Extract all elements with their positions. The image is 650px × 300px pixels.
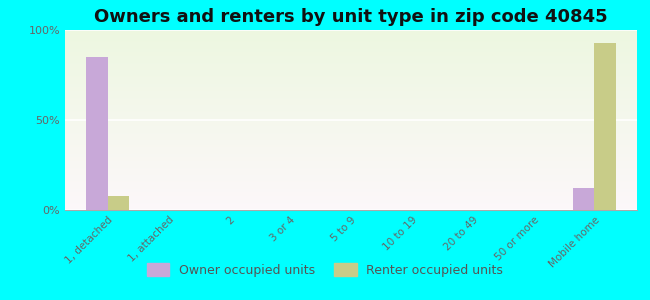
- Legend: Owner occupied units, Renter occupied units: Owner occupied units, Renter occupied un…: [142, 258, 508, 282]
- Title: Owners and renters by unit type in zip code 40845: Owners and renters by unit type in zip c…: [94, 8, 608, 26]
- Bar: [573, 188, 594, 210]
- Bar: [86, 57, 108, 210]
- Bar: [108, 196, 129, 210]
- Bar: [594, 43, 616, 210]
